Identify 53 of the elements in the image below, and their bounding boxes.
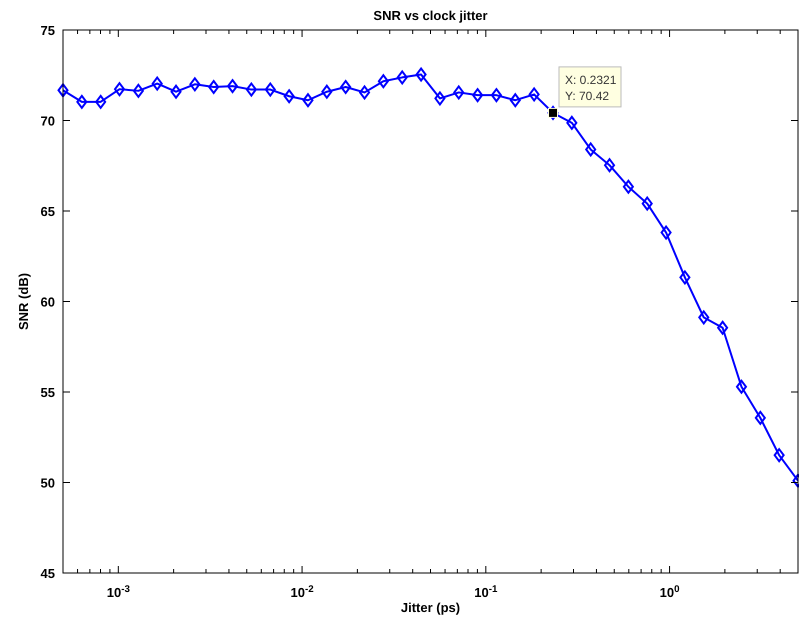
point (170, 84, 182, 99)
point (95, 94, 106, 109)
annotation: X: 0.2321 Y: 70.42 (565, 72, 617, 103)
point (604, 158, 616, 172)
point (114, 82, 125, 96)
point (736, 380, 747, 394)
point (490, 88, 502, 102)
point (76, 94, 88, 109)
y-tick-label: 45 (40, 566, 55, 581)
point (754, 410, 766, 425)
point (359, 85, 370, 100)
point (510, 93, 521, 108)
point (679, 270, 690, 284)
point (227, 79, 238, 94)
point (378, 74, 389, 88)
point (340, 80, 352, 94)
point (152, 76, 163, 91)
y-tick-label: 50 (40, 476, 55, 490)
point (585, 142, 596, 156)
point (246, 82, 257, 97)
point (208, 80, 220, 94)
point (321, 84, 332, 99)
point (284, 89, 295, 104)
y-tick-label: 70 (40, 114, 55, 128)
point (622, 180, 634, 194)
point (774, 448, 785, 462)
x-tick-label: 10$^{-1}$ (474, 584, 498, 600)
x-tick-label: 10$^{-3}$ (106, 584, 130, 600)
x-axis-title: Jitter (ps) (400, 600, 460, 615)
point (189, 77, 200, 92)
x-tick-label: 10$^{0}$ (660, 584, 680, 600)
point (264, 82, 276, 97)
point (396, 70, 408, 84)
point (434, 91, 446, 106)
point (528, 87, 540, 102)
point (58, 83, 68, 98)
y-tick-label: 65 (40, 204, 55, 219)
point (698, 310, 710, 324)
y-tick-label: 55 (40, 385, 55, 400)
point (472, 88, 484, 102)
point (132, 84, 144, 98)
y-tick-label: 60 (40, 294, 55, 310)
point (453, 85, 464, 100)
x-tick-label: 10$^{-2}$ (290, 584, 314, 600)
chart-title: SNR vs clock jitter (373, 8, 488, 23)
point (302, 93, 314, 108)
point (717, 320, 728, 335)
y-axis-title: SNR (dB) (16, 272, 31, 330)
point (642, 196, 653, 211)
point (416, 68, 427, 82)
point (660, 226, 672, 240)
y-tick-label: 75 (40, 23, 55, 38)
point (566, 116, 578, 130)
